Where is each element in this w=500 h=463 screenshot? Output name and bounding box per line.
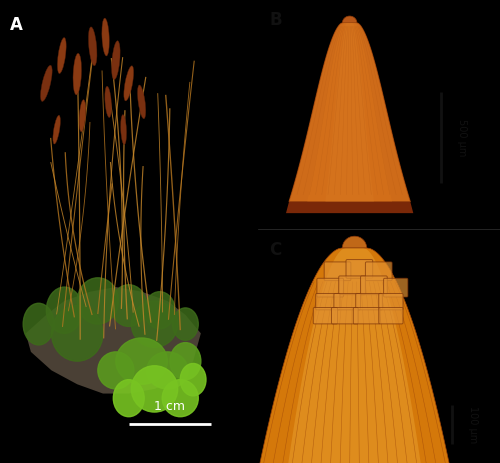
Polygon shape (342, 236, 366, 248)
Ellipse shape (23, 303, 54, 345)
Ellipse shape (105, 86, 112, 118)
Ellipse shape (132, 366, 178, 412)
FancyBboxPatch shape (324, 262, 351, 281)
Polygon shape (286, 202, 414, 213)
Polygon shape (258, 248, 452, 463)
Ellipse shape (170, 343, 201, 380)
Ellipse shape (112, 41, 120, 80)
Text: 100 μm: 100 μm (468, 406, 478, 443)
FancyBboxPatch shape (356, 294, 382, 310)
Text: B: B (270, 12, 282, 30)
Ellipse shape (120, 115, 126, 144)
Ellipse shape (102, 18, 110, 56)
Ellipse shape (40, 65, 52, 101)
Polygon shape (26, 287, 201, 394)
Ellipse shape (110, 285, 147, 326)
FancyBboxPatch shape (384, 278, 408, 297)
Polygon shape (289, 23, 410, 202)
Ellipse shape (98, 352, 134, 389)
Ellipse shape (138, 85, 145, 119)
Ellipse shape (79, 100, 86, 132)
Ellipse shape (77, 278, 118, 324)
FancyBboxPatch shape (338, 276, 365, 294)
Text: 500 μm: 500 μm (458, 119, 468, 156)
Ellipse shape (132, 301, 178, 347)
Ellipse shape (180, 363, 206, 396)
Ellipse shape (124, 66, 134, 101)
Polygon shape (289, 23, 410, 202)
Text: 1 cm: 1 cm (154, 400, 186, 413)
FancyBboxPatch shape (379, 294, 403, 310)
Ellipse shape (53, 115, 60, 144)
Polygon shape (307, 23, 392, 202)
Ellipse shape (147, 352, 188, 389)
Ellipse shape (144, 292, 175, 329)
FancyBboxPatch shape (317, 278, 344, 297)
Ellipse shape (116, 338, 168, 384)
Ellipse shape (172, 308, 199, 340)
FancyBboxPatch shape (314, 307, 338, 324)
FancyBboxPatch shape (346, 260, 372, 278)
Text: C: C (270, 241, 282, 259)
FancyBboxPatch shape (354, 307, 380, 324)
Ellipse shape (46, 287, 82, 333)
Ellipse shape (58, 38, 66, 74)
Ellipse shape (162, 380, 198, 417)
Ellipse shape (52, 306, 103, 361)
Text: A: A (10, 16, 23, 34)
Ellipse shape (114, 380, 144, 417)
Polygon shape (326, 23, 374, 202)
FancyBboxPatch shape (366, 262, 392, 281)
Ellipse shape (73, 53, 82, 95)
FancyBboxPatch shape (332, 307, 358, 324)
Polygon shape (342, 16, 357, 23)
Polygon shape (286, 248, 422, 463)
FancyBboxPatch shape (360, 276, 387, 294)
FancyBboxPatch shape (334, 294, 360, 310)
FancyBboxPatch shape (316, 294, 340, 310)
Ellipse shape (88, 27, 97, 66)
FancyBboxPatch shape (379, 307, 403, 324)
